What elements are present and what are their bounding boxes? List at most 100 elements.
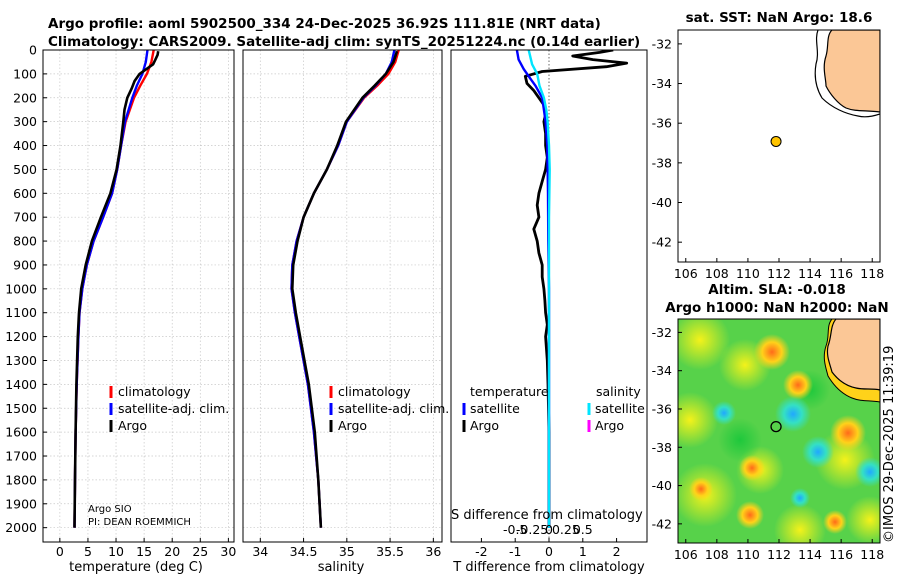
y-tick-label: 400	[13, 138, 37, 153]
sla-map-content	[678, 319, 880, 543]
temperature-series	[73, 50, 160, 528]
series-line-salinity-satellite	[527, 50, 551, 528]
legend-salinity-title: salinity	[596, 384, 641, 399]
argo-float-marker	[770, 135, 782, 147]
y-tick-label: 1400	[5, 377, 37, 392]
lat-tick-label: -34	[652, 76, 672, 91]
sst-map-content	[678, 30, 880, 262]
y-tick-label: 700	[13, 210, 37, 225]
legend-satellite-label: satellite-adj. clim.	[118, 401, 229, 416]
y-tick-label: 500	[13, 162, 37, 177]
argo-float-marker-sla	[770, 420, 782, 433]
lat-tick-label: -42	[652, 516, 672, 531]
sla-lat-tick-labels: -32 -34 -36 -38 -40 -42	[652, 325, 682, 531]
legend-s-climatology-label: climatology	[338, 384, 411, 399]
sst-shelf-contour	[814, 30, 880, 118]
lon-tick-label: 108	[705, 266, 729, 281]
lon-tick-label: 112	[767, 266, 791, 281]
s-tick-label: 0.25	[552, 522, 580, 537]
lat-tick-label: -34	[652, 363, 672, 378]
x-tick-label: 34	[252, 544, 268, 559]
x-tick-label: -1	[509, 544, 521, 559]
t-difference-xlabel: T difference from climatology	[452, 560, 645, 575]
lon-tick-label: 108	[705, 547, 729, 562]
lat-tick-label: -32	[652, 325, 672, 340]
difference-series	[515, 50, 629, 528]
legend-s-satellite-label: satellite-adj. clim.	[338, 401, 449, 416]
y-tick-label: 600	[13, 186, 37, 201]
legend-t-argo-label: Argo	[470, 418, 499, 433]
lon-tick-label: 110	[736, 266, 760, 281]
x-tick-label: 35	[339, 544, 355, 559]
x-tick-label: 1	[579, 544, 587, 559]
y-tick-label: 100	[13, 66, 37, 81]
y-tick-label: 2000	[5, 520, 37, 535]
salinity-grid	[243, 49, 442, 542]
lat-tick-label: -36	[652, 116, 672, 131]
temperature-tick-labels: 0 5 10 15 20 25 30	[56, 538, 236, 559]
t-difference-tick-labels: -2 -1 0 1 2	[475, 538, 621, 559]
lon-tick-label: 118	[860, 266, 884, 281]
salinity-axes-frame	[242, 49, 443, 543]
y-tick-label: 300	[13, 114, 37, 129]
x-tick-label: 36	[425, 544, 441, 559]
s-tick-label: 0.5	[573, 522, 593, 537]
legend-argo-label: Argo	[118, 418, 147, 433]
series-line-argo	[73, 50, 160, 528]
salinity-panel: 34 34.5 35 35.5 36 salinity climatology sate…	[242, 49, 449, 575]
x-tick-label: 10	[108, 544, 124, 559]
x-tick-label: 15	[136, 544, 152, 559]
lat-tick-label: -40	[652, 195, 672, 210]
series-line-temperature-argo	[523, 50, 629, 528]
sla-lon-tick-labels: 106 108 110 112 114 116 118	[674, 539, 884, 562]
figure-title-line1: Argo profile: aoml 5902500_334 24-Dec-20…	[48, 16, 601, 32]
x-tick-label: 0	[56, 544, 64, 559]
sst-lat-tick-labels: -32 -34 -36 -38 -40 -42	[652, 36, 682, 250]
x-tick-label: 5	[84, 544, 92, 559]
x-tick-label: 35.5	[376, 544, 404, 559]
salinity-series	[290, 50, 400, 528]
sst-map-title: sat. SST: NaN Argo: 18.6	[686, 10, 873, 26]
y-tick-label: 1000	[5, 281, 37, 296]
x-tick-label: 30	[220, 544, 236, 559]
x-tick-label: 25	[192, 544, 208, 559]
lat-tick-label: -38	[652, 155, 672, 170]
x-tick-label: 2	[613, 544, 621, 559]
temperature-grid	[43, 49, 234, 542]
y-tick-label: 1100	[5, 305, 37, 320]
sla-land	[826, 319, 880, 391]
y-tick-label: 0	[29, 43, 37, 58]
credit-line2: PI: DEAN ROEMMICH	[88, 517, 191, 528]
s-tick-label: 0	[545, 522, 553, 537]
y-tick-label: 1200	[5, 329, 37, 344]
sst-map-panel: sat. SST: NaN Argo: 18.6 -32 -34 -36 -38 -40…	[652, 10, 885, 281]
legend-s-satellite-diff-label: satellite	[595, 401, 645, 416]
sst-land	[823, 30, 880, 113]
y-tick-label: 900	[13, 257, 37, 272]
salinity-tick-labels: 34 34.5 35 35.5 36	[252, 538, 441, 559]
salinity-xlabel: salinity	[318, 560, 365, 575]
y-tick-label: 1500	[5, 401, 37, 416]
lon-tick-label: 114	[798, 266, 822, 281]
temperature-xlabel: temperature (deg C)	[69, 560, 203, 575]
lon-tick-label: 106	[674, 547, 698, 562]
lat-tick-label: -36	[652, 401, 672, 416]
y-tick-label: 1600	[5, 425, 37, 440]
y-tick-label: 200	[13, 90, 37, 105]
difference-panel: -2 -1 0 1 2 -0.5-0.2500.250.5 S difference f…	[450, 49, 648, 575]
x-tick-label: 34.5	[290, 544, 318, 559]
lon-tick-label: 118	[860, 547, 884, 562]
s-tick-label: -0.25	[516, 522, 548, 537]
sla-map-panel: Altim. SLA: -0.018 Argo h1000: NaN h2000…	[652, 282, 889, 562]
lat-tick-label: -40	[652, 478, 672, 493]
lon-tick-label: 106	[674, 266, 698, 281]
lat-tick-label: -42	[652, 235, 672, 250]
lon-tick-label: 116	[829, 266, 853, 281]
temperature-panel: 0100200300400500600700800900100011001200…	[5, 43, 236, 576]
figure-title-line2: Climatology: CARS2009. Satellite-adj cli…	[48, 34, 640, 50]
y-tick-label: 1300	[5, 353, 37, 368]
lon-tick-label: 114	[798, 547, 822, 562]
temperature-legend: climatology satellite-adj. clim. Argo	[109, 384, 229, 433]
legend-t-satellite-label: satellite	[470, 401, 520, 416]
